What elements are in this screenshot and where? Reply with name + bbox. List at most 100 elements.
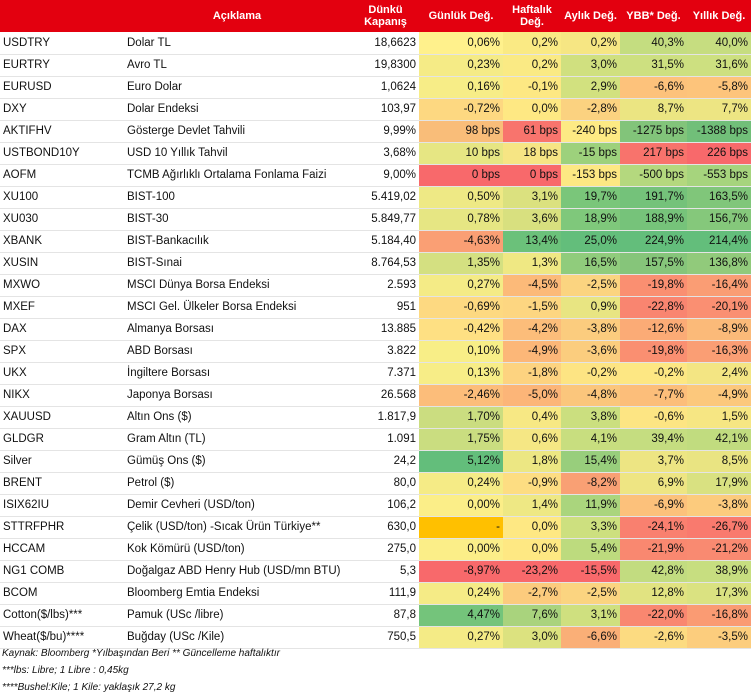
table-row: EURUSD Euro Dolar 1,0624 0,16% -0,1% 2,9% -6,6… bbox=[0, 76, 751, 99]
yearly-change-cell: 163,5% bbox=[687, 186, 751, 209]
weekly-change-cell: 3,0% bbox=[503, 626, 561, 649]
daily-change-cell: 0,23% bbox=[419, 54, 503, 77]
ytd-change-cell: 39,4% bbox=[620, 428, 687, 451]
instrument-description: Gram Altın (TL) bbox=[122, 428, 352, 451]
ytd-change-cell: -2,6% bbox=[620, 626, 687, 649]
instrument-description: USD 10 Yıllık Tahvil bbox=[122, 142, 352, 165]
header-code bbox=[0, 0, 122, 32]
daily-change-cell: -0,72% bbox=[419, 98, 503, 121]
daily-change-cell: 0,00% bbox=[419, 494, 503, 517]
yearly-change-cell: -3,8% bbox=[687, 494, 751, 517]
ticker-code: STTRFPHR bbox=[0, 516, 122, 539]
daily-change-cell: -0,42% bbox=[419, 318, 503, 341]
table-row: SPX ABD Borsası 3.822 0,10% -4,9% -3,6% -19,8%… bbox=[0, 340, 751, 363]
weekly-change-cell: 7,6% bbox=[503, 604, 561, 627]
ytd-change-cell: -21,9% bbox=[620, 538, 687, 561]
ticker-code: HCCAM bbox=[0, 538, 122, 561]
monthly-change-cell: -240 bps bbox=[561, 120, 620, 143]
monthly-change-cell: -2,5% bbox=[561, 582, 620, 605]
ticker-code: BRENT bbox=[0, 472, 122, 495]
daily-change-cell: 0,06% bbox=[419, 32, 503, 55]
monthly-change-cell: -2,8% bbox=[561, 98, 620, 121]
weekly-change-cell: 0 bps bbox=[503, 164, 561, 187]
monthly-change-cell: 15,4% bbox=[561, 450, 620, 473]
instrument-description: Buğday (USc /Kile) bbox=[122, 626, 352, 649]
yearly-change-cell: -21,2% bbox=[687, 538, 751, 561]
yearly-change-cell: 1,5% bbox=[687, 406, 751, 429]
monthly-change-cell: -153 bps bbox=[561, 164, 620, 187]
instrument-description: Euro Dolar bbox=[122, 76, 352, 99]
ticker-code: DAX bbox=[0, 318, 122, 341]
ticker-code: AKTIFHV bbox=[0, 120, 122, 143]
yearly-change-cell: 156,7% bbox=[687, 208, 751, 231]
ytd-change-cell: 6,9% bbox=[620, 472, 687, 495]
yearly-change-cell: 40,0% bbox=[687, 32, 751, 55]
yearly-change-cell: 214,4% bbox=[687, 230, 751, 253]
monthly-change-cell: 25,0% bbox=[561, 230, 620, 253]
header-row: Açıklama Dünkü Kapanış Günlük Değ. Hafta… bbox=[0, 0, 751, 32]
ytd-change-cell: -0,6% bbox=[620, 406, 687, 429]
monthly-change-cell: -3,8% bbox=[561, 318, 620, 341]
weekly-change-cell: -23,2% bbox=[503, 560, 561, 583]
instrument-description: Kok Kömürü (USD/ton) bbox=[122, 538, 352, 561]
ytd-change-cell: 12,8% bbox=[620, 582, 687, 605]
weekly-change-cell: 1,8% bbox=[503, 450, 561, 473]
ytd-change-cell: -500 bps bbox=[620, 164, 687, 187]
ticker-code: SPX bbox=[0, 340, 122, 363]
daily-change-cell: 10 bps bbox=[419, 142, 503, 165]
instrument-description: Altın Ons ($) bbox=[122, 406, 352, 429]
close-value: 13.885 bbox=[352, 318, 419, 341]
table-row: Cotton($/lbs)*** Pamuk (USc /libre) 87,8 4,… bbox=[0, 604, 751, 627]
instrument-description: TCMB Ağırlıklı Ortalama Fonlama Faizi bbox=[122, 164, 352, 187]
table-row: USTBOND10Y USD 10 Yıllık Tahvil 3,68% 10 bp… bbox=[0, 142, 751, 165]
close-value: 2.593 bbox=[352, 274, 419, 297]
close-value: 106,2 bbox=[352, 494, 419, 517]
close-value: 87,8 bbox=[352, 604, 419, 627]
yearly-change-cell: 2,4% bbox=[687, 362, 751, 385]
instrument-description: Almanya Borsası bbox=[122, 318, 352, 341]
instrument-description: Dolar Endeksi bbox=[122, 98, 352, 121]
instrument-description: İngiltere Borsası bbox=[122, 362, 352, 385]
header-weekly-change: Haftalık Değ. bbox=[503, 0, 561, 32]
header-ytd-change: YBB* Değ. bbox=[620, 0, 687, 32]
yearly-change-cell: 136,8% bbox=[687, 252, 751, 275]
weekly-change-cell: 0,2% bbox=[503, 32, 561, 55]
table-row: BRENT Petrol ($) 80,0 0,24% -0,9% -8,2% 6,9% 17… bbox=[0, 472, 751, 495]
table-row: MXEF MSCI Gel. Ülkeler Borsa Endeksi 951 -0… bbox=[0, 296, 751, 319]
daily-change-cell: 0,24% bbox=[419, 472, 503, 495]
ytd-change-cell: 31,5% bbox=[620, 54, 687, 77]
monthly-change-cell: 0,2% bbox=[561, 32, 620, 55]
instrument-description: BIST-30 bbox=[122, 208, 352, 231]
yearly-change-cell: -8,9% bbox=[687, 318, 751, 341]
ytd-change-cell: -6,9% bbox=[620, 494, 687, 517]
weekly-change-cell: -0,1% bbox=[503, 76, 561, 99]
weekly-change-cell: 0,4% bbox=[503, 406, 561, 429]
ticker-code: XBANK bbox=[0, 230, 122, 253]
close-value: 5.419,02 bbox=[352, 186, 419, 209]
ticker-code: XU030 bbox=[0, 208, 122, 231]
ticker-code: DXY bbox=[0, 98, 122, 121]
daily-change-cell: 0,00% bbox=[419, 538, 503, 561]
ticker-code: GLDGR bbox=[0, 428, 122, 451]
daily-change-cell: 0,10% bbox=[419, 340, 503, 363]
monthly-change-cell: 11,9% bbox=[561, 494, 620, 517]
monthly-change-cell: -8,2% bbox=[561, 472, 620, 495]
ticker-code: UKX bbox=[0, 362, 122, 385]
yearly-change-cell: -1388 bps bbox=[687, 120, 751, 143]
weekly-change-cell: 0,6% bbox=[503, 428, 561, 451]
close-value: 1.091 bbox=[352, 428, 419, 451]
ytd-change-cell: -19,8% bbox=[620, 340, 687, 363]
table-row: NIKX Japonya Borsası 26.568 -2,46% -5,0% -4,8… bbox=[0, 384, 751, 407]
weekly-change-cell: 0,0% bbox=[503, 516, 561, 539]
table-row: XU030 BIST-30 5.849,77 0,78% 3,6% 18,9% 188,9%… bbox=[0, 208, 751, 231]
close-value: 951 bbox=[352, 296, 419, 319]
yearly-change-cell: 38,9% bbox=[687, 560, 751, 583]
ytd-change-cell: -24,1% bbox=[620, 516, 687, 539]
daily-change-cell: 5,12% bbox=[419, 450, 503, 473]
instrument-description: Petrol ($) bbox=[122, 472, 352, 495]
close-value: 3,68% bbox=[352, 142, 419, 165]
close-value: 275,0 bbox=[352, 538, 419, 561]
instrument-description: MSCI Dünya Borsa Endeksi bbox=[122, 274, 352, 297]
monthly-change-cell: 3,1% bbox=[561, 604, 620, 627]
table-row: AOFM TCMB Ağırlıklı Ortalama Fonlama Faiz… bbox=[0, 164, 751, 187]
